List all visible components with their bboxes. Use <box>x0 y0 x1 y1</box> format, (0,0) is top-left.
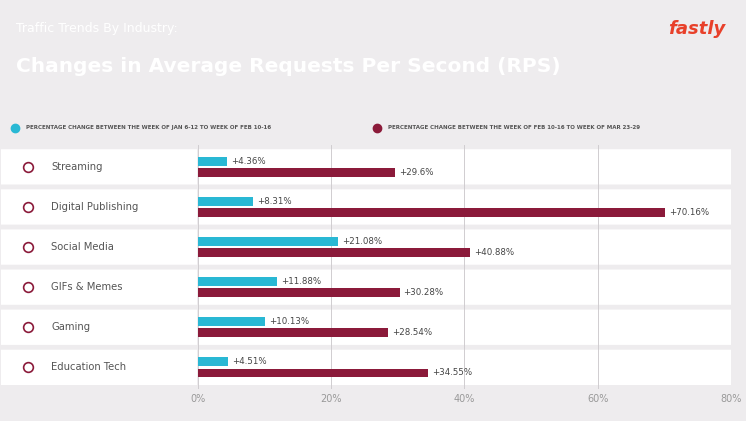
Bar <box>198 157 227 166</box>
Bar <box>198 317 266 326</box>
Bar <box>198 368 428 377</box>
Text: Education Tech: Education Tech <box>51 362 127 372</box>
Bar <box>198 248 470 257</box>
FancyBboxPatch shape <box>195 269 738 305</box>
FancyBboxPatch shape <box>1 269 197 305</box>
FancyBboxPatch shape <box>1 189 197 225</box>
Text: PERCENTAGE CHANGE BETWEEN THE WEEK OF JAN 6-12 TO WEEK OF FEB 10-16: PERCENTAGE CHANGE BETWEEN THE WEEK OF JA… <box>26 125 272 130</box>
Text: Changes in Average Requests Per Second (RPS): Changes in Average Requests Per Second (… <box>16 57 561 76</box>
FancyBboxPatch shape <box>1 149 197 184</box>
Text: Social Media: Social Media <box>51 242 114 252</box>
FancyBboxPatch shape <box>195 309 738 345</box>
Bar <box>198 288 400 297</box>
Bar <box>198 208 665 217</box>
Text: GIFs & Memes: GIFs & Memes <box>51 282 123 292</box>
Bar <box>198 357 228 366</box>
Text: +11.88%: +11.88% <box>281 277 321 286</box>
Bar <box>198 277 277 286</box>
Bar <box>198 168 395 177</box>
Text: +4.36%: +4.36% <box>231 157 266 166</box>
Text: +21.08%: +21.08% <box>342 237 383 246</box>
Text: +4.51%: +4.51% <box>232 357 266 366</box>
FancyBboxPatch shape <box>1 309 197 345</box>
Text: PERCENTAGE CHANGE BETWEEN THE WEEK OF FEB 10-16 TO WEEK OF MAR 23-29: PERCENTAGE CHANGE BETWEEN THE WEEK OF FE… <box>388 125 640 130</box>
Text: +29.6%: +29.6% <box>399 168 433 177</box>
Text: +70.16%: +70.16% <box>669 208 709 217</box>
Text: +8.31%: +8.31% <box>257 197 292 206</box>
FancyBboxPatch shape <box>1 350 197 385</box>
FancyBboxPatch shape <box>195 350 738 385</box>
FancyBboxPatch shape <box>195 149 738 184</box>
FancyBboxPatch shape <box>195 229 738 265</box>
Text: Gaming: Gaming <box>51 322 90 332</box>
Text: +34.55%: +34.55% <box>432 368 472 378</box>
Text: Streaming: Streaming <box>51 162 103 172</box>
Bar <box>198 237 338 246</box>
FancyBboxPatch shape <box>1 229 197 265</box>
Text: +40.88%: +40.88% <box>474 248 515 257</box>
Bar <box>198 328 388 337</box>
Text: fastly: fastly <box>668 20 725 38</box>
FancyBboxPatch shape <box>195 189 738 225</box>
Text: Traffic Trends By Industry:: Traffic Trends By Industry: <box>16 22 178 35</box>
Text: +10.13%: +10.13% <box>269 317 310 326</box>
Bar <box>198 197 253 206</box>
Text: Digital Publishing: Digital Publishing <box>51 202 139 212</box>
Text: +28.54%: +28.54% <box>392 328 432 337</box>
Text: +30.28%: +30.28% <box>404 288 444 297</box>
